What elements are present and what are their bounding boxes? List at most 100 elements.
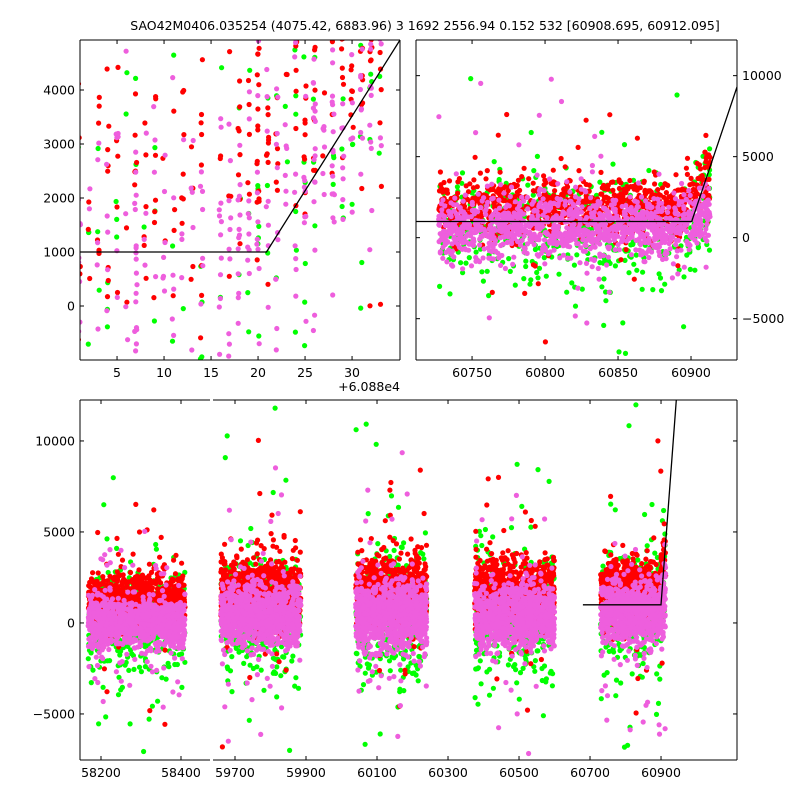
data-point-pink — [567, 189, 573, 195]
data-point-red — [321, 90, 328, 96]
data-point-pink — [478, 204, 484, 211]
data-point-pink — [471, 230, 477, 236]
data-point-red — [694, 160, 700, 166]
data-point-pink — [133, 270, 139, 276]
data-point-red — [302, 132, 308, 138]
data-point-red — [623, 247, 629, 253]
data-point-red — [141, 589, 147, 596]
data-point-green — [466, 255, 472, 261]
data-point-red — [320, 153, 326, 159]
data-point-pink — [642, 259, 648, 265]
data-point-pink — [673, 242, 679, 248]
data-point-green — [180, 306, 186, 312]
data-point-pink — [706, 185, 712, 192]
data-point-green — [695, 245, 701, 251]
data-point-pink — [467, 233, 474, 239]
data-point-green — [339, 203, 345, 210]
data-point-red — [446, 178, 453, 184]
data-point-green — [110, 475, 116, 481]
data-point-pink — [107, 587, 113, 593]
data-point-red — [464, 196, 471, 202]
data-point-red — [515, 177, 522, 183]
data-point-pink — [256, 341, 262, 347]
data-point-pink — [153, 274, 159, 280]
data-point-green — [620, 320, 626, 326]
data-point-red — [616, 185, 623, 192]
data-point-pink — [615, 242, 621, 248]
data-point-green — [88, 680, 94, 686]
data-point-pink — [310, 80, 316, 86]
data-point-pink — [80, 329, 82, 334]
data-point-red — [127, 569, 134, 576]
data-point-pink — [368, 145, 374, 151]
data-point-pink — [265, 198, 271, 204]
data-point-pink — [148, 663, 154, 669]
data-point-red — [293, 67, 299, 73]
data-point-red — [550, 193, 557, 199]
data-point-pink — [611, 237, 618, 243]
data-point-green — [640, 269, 646, 275]
data-point-pink — [235, 246, 241, 252]
data-point-red — [96, 94, 102, 100]
data-point-red — [255, 51, 261, 57]
data-point-red — [484, 168, 490, 174]
data-point-pink — [651, 237, 658, 243]
data-point-green — [468, 76, 474, 82]
data-point-red — [172, 207, 178, 213]
data-point-red — [237, 241, 243, 247]
data-point-green — [528, 277, 534, 283]
data-point-red — [153, 96, 159, 102]
data-point-pink — [529, 237, 535, 243]
data-point-pink — [255, 219, 261, 225]
data-point-pink — [477, 236, 483, 242]
data-point-green — [310, 96, 316, 102]
data-point-red — [151, 295, 157, 301]
data-point-pink — [123, 304, 129, 310]
data-point-red — [470, 185, 476, 191]
data-point-pink — [598, 153, 604, 159]
data-point-pink — [95, 157, 101, 163]
data-point-green — [152, 145, 158, 151]
data-point-red — [562, 164, 568, 170]
data-point-pink — [593, 205, 599, 211]
data-point-green — [622, 350, 629, 356]
data-point-red — [522, 290, 528, 296]
data-point-pink — [143, 210, 149, 216]
data-point-green — [293, 111, 299, 117]
data-point-red — [146, 561, 152, 567]
data-point-pink — [104, 308, 110, 314]
data-point-green — [312, 223, 318, 229]
data-point-red — [104, 689, 110, 695]
data-point-pink — [321, 127, 327, 133]
y-tick-label: 10000 — [742, 68, 782, 83]
data-point-pink — [483, 232, 489, 238]
data-point-red — [659, 185, 666, 191]
data-point-pink — [574, 241, 580, 247]
data-point-pink — [80, 319, 83, 325]
x-tick-label: 10 — [156, 365, 172, 380]
x-tick-label: 20 — [250, 365, 266, 380]
data-point-pink — [496, 227, 502, 233]
data-point-red — [136, 592, 142, 599]
data-point-pink — [437, 250, 443, 256]
data-point-pink — [501, 190, 507, 196]
data-point-pink — [217, 295, 223, 302]
data-point-pink — [226, 246, 232, 252]
data-point-pink — [303, 93, 309, 99]
data-point-green — [113, 198, 119, 205]
data-point-green — [376, 150, 382, 156]
data-point-green — [104, 658, 110, 664]
data-point-pink — [696, 185, 703, 191]
data-point-pink — [672, 196, 679, 202]
data-point-red — [115, 551, 121, 557]
data-point-green — [149, 703, 155, 709]
data-point-pink — [142, 262, 148, 268]
data-point-red — [199, 131, 205, 138]
data-point-red — [105, 277, 111, 284]
data-point-pink — [629, 215, 635, 221]
data-point-red — [190, 263, 196, 270]
data-point-pink — [551, 247, 557, 253]
data-point-green — [155, 698, 161, 704]
data-point-pink — [218, 255, 224, 261]
